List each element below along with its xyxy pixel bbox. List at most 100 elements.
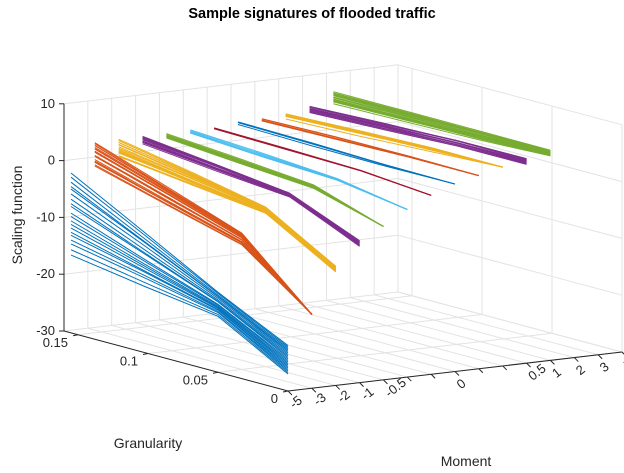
series--1 bbox=[142, 135, 360, 247]
floor-gridline bbox=[183, 316, 408, 378]
x-tick bbox=[621, 351, 624, 355]
series-1 bbox=[333, 91, 551, 157]
y-axis-line bbox=[63, 330, 289, 392]
series--3 bbox=[94, 142, 313, 315]
series-curve bbox=[166, 134, 384, 227]
x-tick bbox=[383, 379, 388, 385]
floor-gridline bbox=[278, 305, 503, 367]
back-wall-gridline bbox=[397, 121, 623, 183]
series-curve bbox=[70, 239, 289, 370]
series-curve bbox=[70, 249, 289, 373]
series-curve bbox=[70, 198, 289, 355]
z-tick-label: 10 bbox=[41, 96, 55, 111]
series-curve bbox=[70, 216, 289, 361]
series-curve bbox=[70, 243, 289, 372]
series-curve bbox=[333, 91, 551, 151]
series-curve bbox=[70, 181, 289, 349]
x-axis-label: Moment bbox=[441, 453, 492, 469]
x-tick bbox=[454, 371, 460, 376]
series-curve bbox=[70, 186, 289, 351]
series-curve bbox=[94, 155, 313, 315]
series-curve bbox=[309, 106, 527, 160]
series-curve bbox=[70, 254, 289, 375]
series-curve bbox=[70, 172, 289, 346]
x-tick-label: -3 bbox=[310, 390, 328, 409]
floor-gridline bbox=[326, 299, 551, 361]
series-curve bbox=[261, 120, 479, 177]
chart-title: Sample signatures of flooded traffic bbox=[188, 6, 436, 22]
x-tick-label: 5 bbox=[621, 356, 624, 372]
axes-layer bbox=[59, 103, 624, 396]
series-curve bbox=[333, 103, 551, 157]
floor-gridline bbox=[397, 291, 623, 353]
x-tick-label: -0.5 bbox=[382, 375, 409, 401]
y-axis-label: Granularity bbox=[114, 435, 182, 451]
series-curve bbox=[142, 139, 360, 243]
series-curve bbox=[70, 203, 289, 357]
floor-gridline bbox=[254, 308, 479, 370]
series-curve bbox=[333, 100, 551, 155]
x-tick-label: -2 bbox=[334, 387, 352, 406]
series-0 bbox=[237, 121, 456, 185]
series-0.2 bbox=[285, 113, 503, 168]
x-tick-label: 0.5 bbox=[525, 361, 548, 384]
series-curve bbox=[333, 95, 551, 152]
series-curve bbox=[70, 220, 289, 363]
y-tick bbox=[282, 390, 289, 393]
x-tick bbox=[502, 365, 508, 371]
z-tick-label: -30 bbox=[36, 323, 55, 338]
series-curve bbox=[142, 135, 360, 242]
series-curve bbox=[333, 96, 551, 153]
y-tick bbox=[142, 353, 149, 355]
series-layer bbox=[70, 91, 551, 375]
series-curve bbox=[214, 128, 432, 196]
series-curve bbox=[142, 140, 360, 245]
label-layer: -5 -3 -2 -1 -0.5 0 0.5 1 2 3 5 0 0.05 0.1 0.15-30 -20 -1… bbox=[9, 96, 624, 469]
series-curve bbox=[70, 231, 289, 367]
series-curve bbox=[118, 155, 337, 272]
series-curve bbox=[237, 123, 456, 185]
series-0.5 bbox=[309, 105, 527, 165]
x-tick-label: 0 bbox=[454, 376, 469, 392]
floor-gridline bbox=[207, 313, 432, 375]
series-curve bbox=[70, 212, 289, 360]
x-tick bbox=[359, 382, 364, 387]
series-curve bbox=[190, 129, 408, 210]
y-tick-label: 0 bbox=[271, 391, 278, 406]
x-tick bbox=[287, 390, 293, 396]
z-tick-label: -10 bbox=[36, 209, 55, 224]
series-curve bbox=[70, 234, 289, 369]
z-axis-label: Scaling function bbox=[9, 166, 25, 265]
back-wall-gridline bbox=[397, 234, 623, 296]
back-wall-gridline bbox=[397, 177, 623, 239]
floor-gridline bbox=[135, 322, 360, 384]
x-tick bbox=[526, 362, 531, 368]
x-tick bbox=[573, 357, 579, 362]
series-curve bbox=[70, 176, 289, 348]
series-curve bbox=[70, 227, 289, 366]
series-curve bbox=[94, 143, 313, 315]
series--0.1 bbox=[214, 127, 432, 196]
x-tick-label: 3 bbox=[597, 359, 612, 375]
z-tick-label: -20 bbox=[36, 266, 55, 281]
y-tick-label: 0.05 bbox=[183, 372, 208, 387]
series--0.5 bbox=[166, 133, 384, 227]
series-curve bbox=[309, 112, 527, 165]
x-tick bbox=[335, 385, 341, 390]
floor-gridline bbox=[374, 294, 599, 356]
floor-gridline bbox=[302, 302, 527, 364]
x-tick bbox=[406, 376, 412, 382]
x-tick bbox=[311, 387, 317, 393]
series-curve bbox=[333, 92, 551, 151]
series-curve bbox=[70, 224, 289, 364]
series-curve bbox=[285, 113, 503, 168]
series-0.1 bbox=[261, 118, 479, 177]
series-curve bbox=[94, 159, 313, 315]
floor-gridline bbox=[111, 324, 336, 386]
y-tick bbox=[212, 371, 219, 374]
series-curve bbox=[309, 108, 527, 162]
series--0.2 bbox=[190, 129, 408, 210]
series-curve bbox=[118, 139, 337, 267]
series-curve bbox=[118, 148, 337, 270]
